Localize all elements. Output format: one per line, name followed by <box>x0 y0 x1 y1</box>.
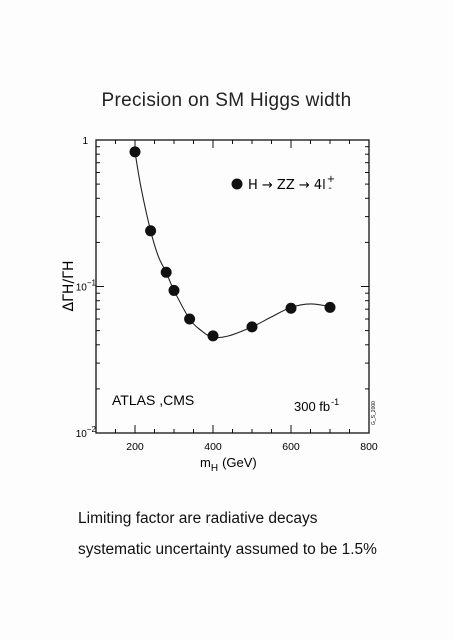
figure-id-label: G_S_2000 <box>371 401 377 425</box>
y-tick-label: 1 <box>82 136 88 147</box>
data-point <box>129 146 141 158</box>
data-point <box>145 225 157 237</box>
data-point <box>246 321 258 333</box>
fit-curve <box>134 151 331 339</box>
data-point <box>324 301 336 313</box>
experiments-label: ATLAS ,CMS <box>112 392 194 408</box>
page-title: Precision on SM Higgs width <box>101 90 352 111</box>
caption-line-1: Limiting factor are radiative decays <box>78 510 318 527</box>
legend-marker <box>231 178 243 190</box>
data-point <box>160 266 172 278</box>
x-tick-label: 400 <box>204 441 222 453</box>
luminosity-label: 300 fb-1 <box>294 397 339 414</box>
data-point <box>184 313 196 325</box>
y-axis-label: ΔΓH/ΓH <box>61 261 77 312</box>
y-tick-label: 10−2 <box>76 425 97 440</box>
x-tick-label: 600 <box>282 441 300 453</box>
data-point <box>285 302 297 314</box>
data-point <box>207 330 219 342</box>
x-axis-label: mH (GeV) <box>200 455 257 474</box>
x-tick-label: 200 <box>126 441 144 453</box>
data-point <box>168 284 180 296</box>
legend-label: H → ZZ → 4l+ - <box>248 174 335 194</box>
caption-line-2: systematic uncertainty assumed to be 1.5… <box>78 541 377 558</box>
x-tick-label: 800 <box>360 441 378 453</box>
y-tick-label: 10−1 <box>76 279 97 294</box>
